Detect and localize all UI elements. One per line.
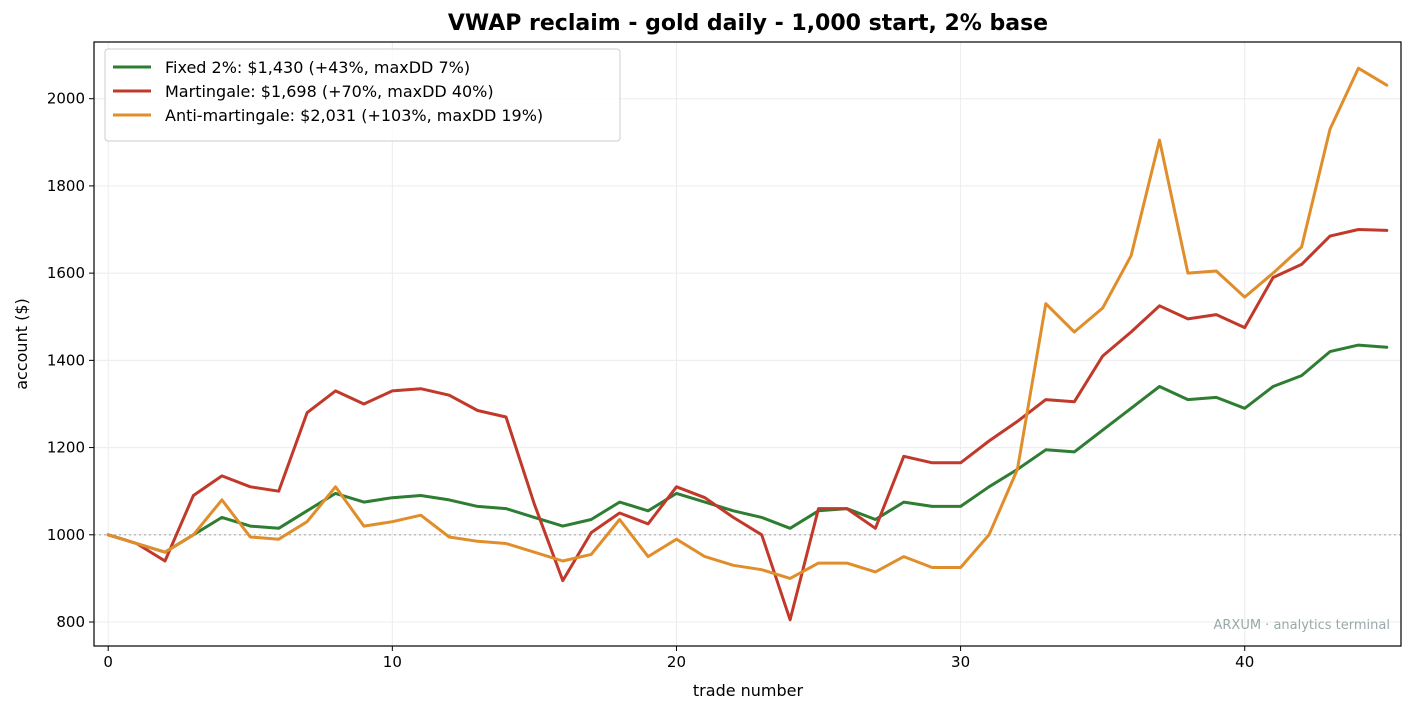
series-line-0 (106, 343, 1389, 554)
legend-label: Fixed 2%: $1,430 (+43%, maxDD 7%) (165, 58, 470, 77)
series-lines (106, 66, 1389, 622)
x-tick-label: 0 (103, 653, 113, 671)
x-tick-label: 20 (667, 653, 686, 671)
legend-box (104, 48, 621, 142)
y-axis-ticks: 800 1000 1200 1400 1600 1800 2000 (47, 90, 94, 631)
legend: Fixed 2%: $1,430 (+43%, maxDD 7%) Marting… (104, 48, 621, 142)
y-tick-label: 1800 (47, 177, 85, 195)
watermark: ARXUM · analytics terminal (1213, 618, 1390, 633)
series-line-2 (106, 66, 1389, 580)
y-tick-label: 1600 (47, 264, 85, 282)
legend-label: Martingale: $1,698 (+70%, maxDD 40%) (165, 82, 494, 101)
y-tick-label: 1200 (47, 439, 85, 457)
y-tick-label: 800 (56, 613, 85, 631)
x-tick-label: 10 (383, 653, 402, 671)
y-tick-label: 1000 (47, 526, 85, 544)
series-line-1 (106, 228, 1389, 622)
y-tick-label: 1400 (47, 351, 85, 369)
x-tick-label: 30 (951, 653, 970, 671)
y-tick-label: 2000 (47, 90, 85, 108)
legend-label: Anti-martingale: $2,031 (+103%, maxDD 19… (165, 106, 543, 125)
x-axis-ticks: 0 10 20 30 40 (103, 646, 1254, 671)
x-tick-label: 40 (1235, 653, 1254, 671)
plot-frame (93, 41, 1402, 647)
y-axis-label: account ($) (12, 298, 31, 390)
chart-title: VWAP reclaim - gold daily - 1,000 start,… (448, 11, 1048, 36)
x-axis-label: trade number (693, 681, 804, 700)
